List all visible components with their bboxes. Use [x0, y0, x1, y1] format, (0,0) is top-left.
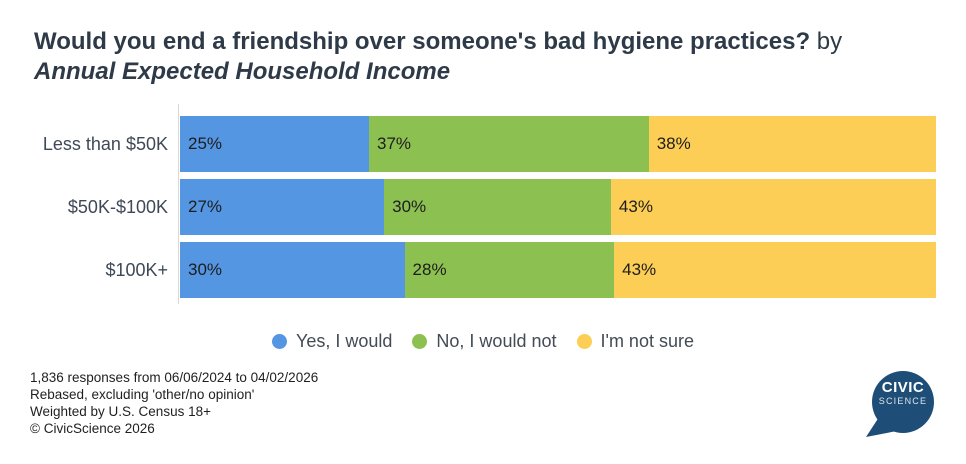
bar-segment: 25% [180, 116, 369, 172]
bar-segment: 27% [180, 179, 385, 235]
bar-rows: Less than $50K 25% 37% 38% $50K-$100K 27% 30% 4… [0, 116, 936, 305]
legend-label: No, I would not [436, 330, 557, 351]
chart-title: Would you end a friendship over someone'… [34, 27, 944, 87]
legend-dot-icon [272, 333, 288, 349]
footnote-copyright: © CivicScience 2026 [30, 421, 155, 436]
bar-value-label: 43% [622, 260, 657, 279]
chart-title-question: Would you end a friendship over someone'… [34, 28, 811, 55]
bar-value-label: 37% [377, 134, 412, 153]
bar-segment: 30% [180, 242, 405, 298]
stacked-bar: 30% 28% 43% [180, 242, 936, 298]
bar-segment: 43% [614, 242, 936, 298]
legend-item: No, I would not [412, 330, 557, 352]
logo-text: CIVIC SCIENCE [872, 380, 934, 407]
chart-row: $100K+ 30% 28% 43% [0, 242, 936, 298]
y-axis-line [178, 104, 179, 304]
category-label: $100K+ [105, 259, 168, 280]
bar-segment: 30% [384, 179, 611, 235]
logo-civic: CIVIC [881, 379, 925, 396]
chart-footnotes: 1,836 responses from 06/06/2024 to 04/02… [30, 369, 318, 437]
legend-label: I'm not sure [600, 330, 694, 351]
legend: Yes, I would No, I would not I'm not sure [0, 329, 966, 353]
chart-title-connector: by [810, 28, 843, 55]
bar-value-label: 38% [656, 134, 691, 153]
chart-row: Less than $50K 25% 37% 38% [0, 116, 936, 172]
chart-title-subtitle: Annual Expected Household Income [34, 58, 451, 85]
stacked-bar: 25% 37% 38% [180, 116, 936, 172]
legend-dot-icon [412, 333, 428, 349]
civicscience-logo: CIVIC SCIENCE [864, 367, 938, 441]
speech-bubble-icon [866, 371, 934, 437]
bar-value-label: 25% [188, 134, 223, 153]
bar-segment: 28% [404, 242, 615, 298]
footnote-rebased: Rebased, excluding 'other/no opinion' [30, 387, 255, 402]
bar-value-label: 30% [188, 260, 223, 279]
bar-segment: 37% [369, 116, 649, 172]
legend-item: Yes, I would [272, 331, 392, 352]
footnote-weighted: Weighted by U.S. Census 18+ [30, 404, 211, 419]
bar-value-label: 28% [412, 260, 447, 279]
bar-value-label: 43% [618, 197, 653, 216]
bar-value-label: 27% [188, 197, 223, 216]
footnote-responses: 1,836 responses from 06/06/2024 to 04/02… [30, 370, 319, 385]
logo-science: SCIENCE [878, 396, 928, 406]
category-label: $50K-$100K [67, 196, 168, 217]
legend-dot-icon [576, 333, 592, 349]
stacked-bar: 27% 30% 43% [180, 179, 936, 235]
legend-item: I'm not sure [576, 330, 694, 352]
legend-label: Yes, I would [296, 330, 393, 351]
chart-row: $50K-$100K 27% 30% 43% [0, 179, 936, 235]
bar-segment: 43% [610, 179, 936, 235]
bar-segment: 38% [648, 116, 936, 172]
bar-value-label: 30% [392, 197, 427, 216]
category-label: Less than $50K [42, 133, 168, 154]
